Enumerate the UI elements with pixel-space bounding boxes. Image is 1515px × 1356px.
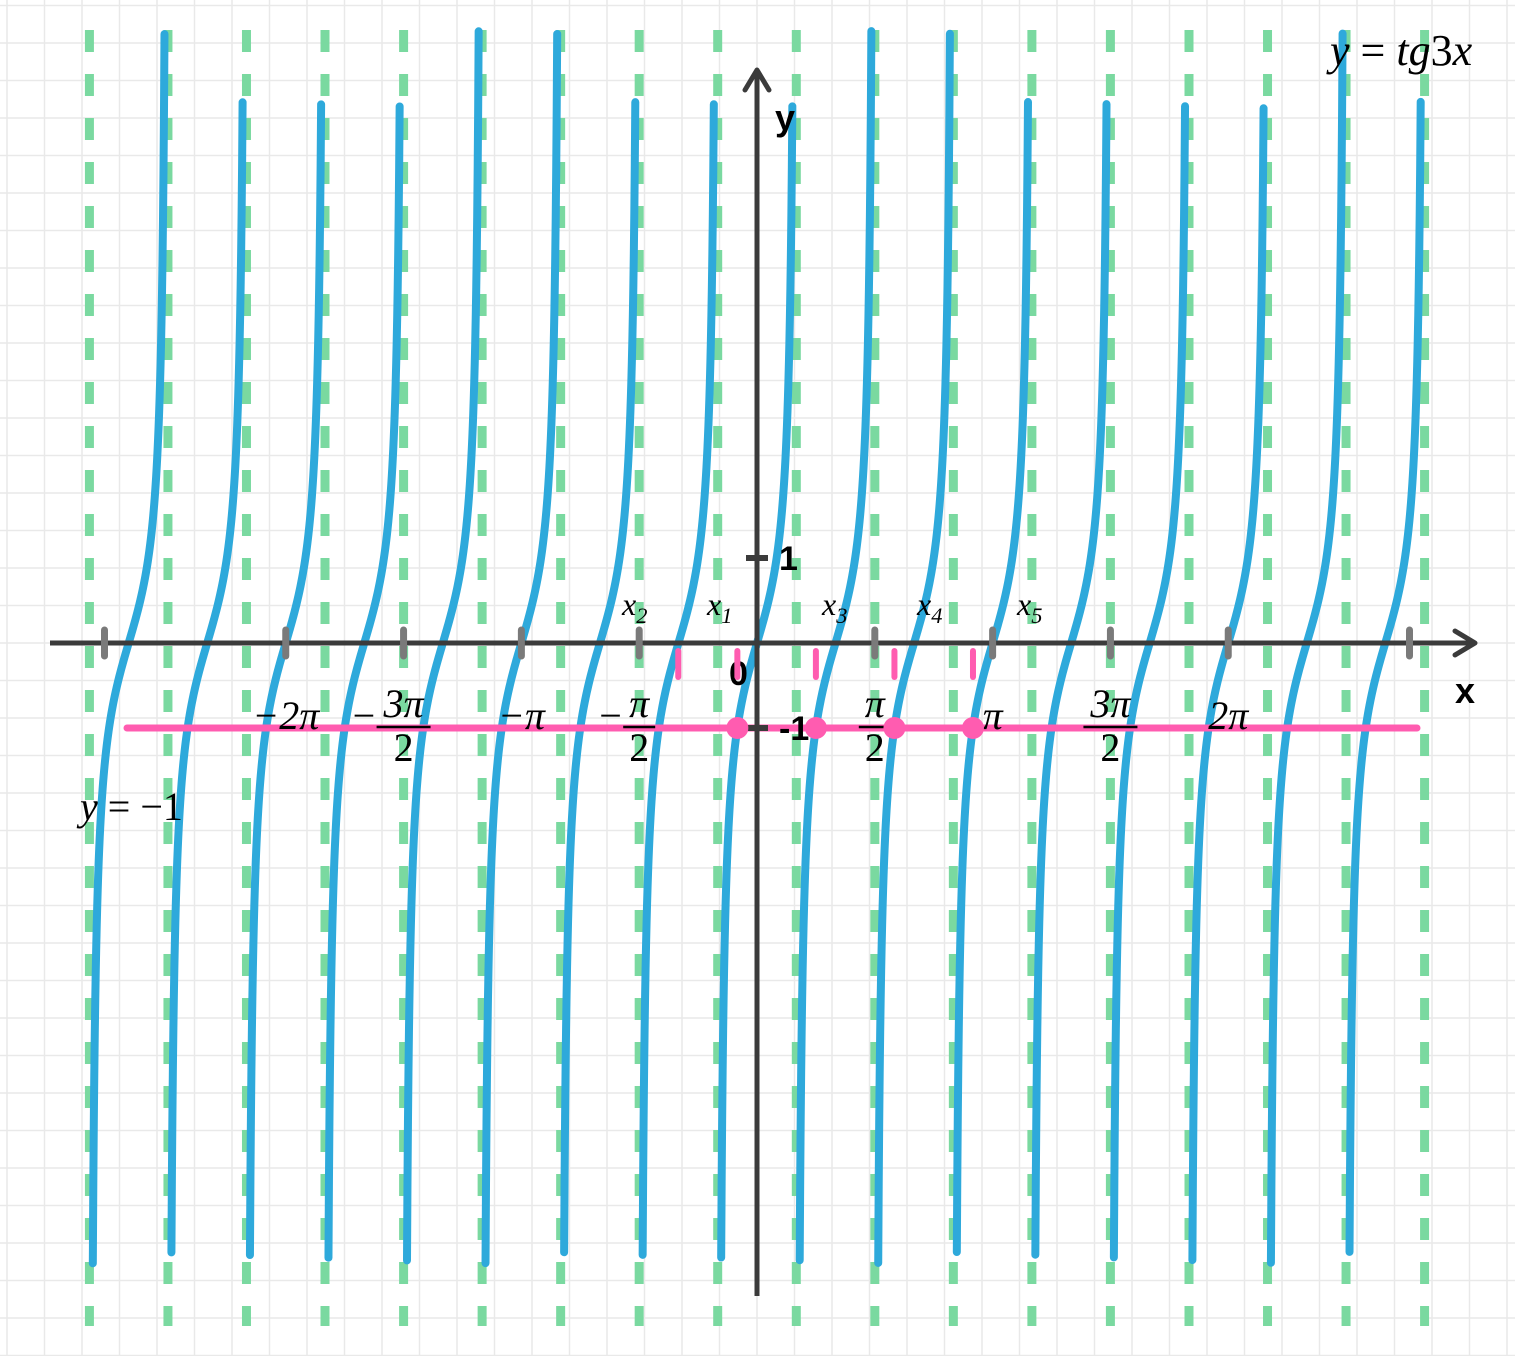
svg-text:−2π: −2π bbox=[252, 693, 320, 738]
svg-text:π: π bbox=[983, 693, 1004, 738]
tan3x-branch bbox=[1350, 102, 1421, 1252]
svg-text:2: 2 bbox=[1100, 725, 1120, 770]
function-equation-label: y = tg3x bbox=[1326, 26, 1473, 75]
svg-text:3π: 3π bbox=[383, 681, 425, 726]
tan3x-branch bbox=[1035, 104, 1106, 1255]
x-tick-label: π bbox=[983, 693, 1004, 738]
intersection-label: x1 bbox=[706, 586, 732, 628]
svg-text:−: − bbox=[353, 693, 376, 738]
y-axis-label: y bbox=[775, 97, 795, 138]
y-tick-label: -1 bbox=[779, 710, 809, 748]
tangent-plot: xy01-1−2π−3π2−π−π2π2π3π22πx2x1x3x4x5y = … bbox=[0, 0, 1515, 1356]
tan3x-branch bbox=[564, 102, 635, 1252]
tan3x-branch bbox=[250, 104, 321, 1255]
x-tick-label: −2π bbox=[252, 693, 320, 738]
svg-text:2: 2 bbox=[394, 725, 414, 770]
tan3x-branch bbox=[800, 31, 872, 1260]
intersection-label: x3 bbox=[821, 586, 847, 628]
hline-label: y = −1 bbox=[76, 784, 183, 829]
intersection-dot bbox=[962, 717, 984, 739]
intersection-label: x5 bbox=[1016, 586, 1042, 628]
intersection-label: x2 bbox=[621, 586, 647, 628]
tan3x-branch bbox=[1192, 108, 1263, 1260]
svg-text:2π: 2π bbox=[1208, 693, 1249, 738]
svg-text:2: 2 bbox=[629, 725, 649, 770]
svg-text:3π: 3π bbox=[1089, 681, 1131, 726]
intersection-dot bbox=[726, 717, 748, 739]
y-tick-label: 1 bbox=[779, 540, 798, 578]
x-tick-label: 2π bbox=[1208, 693, 1249, 738]
intersection-dot bbox=[805, 717, 827, 739]
tan3x-branch bbox=[957, 102, 1028, 1252]
svg-text:π: π bbox=[865, 681, 886, 726]
svg-text:2: 2 bbox=[865, 725, 885, 770]
x-tick-label: −π bbox=[498, 693, 546, 738]
svg-text:−π: −π bbox=[498, 693, 546, 738]
intersection-dot bbox=[883, 717, 905, 739]
x-axis-label: x bbox=[1455, 670, 1475, 711]
intersection-label: x4 bbox=[916, 586, 942, 628]
tan3x-branch bbox=[407, 31, 479, 1260]
svg-text:−: − bbox=[599, 693, 622, 738]
svg-text:π: π bbox=[629, 681, 650, 726]
tan3x-branch bbox=[878, 34, 950, 1263]
